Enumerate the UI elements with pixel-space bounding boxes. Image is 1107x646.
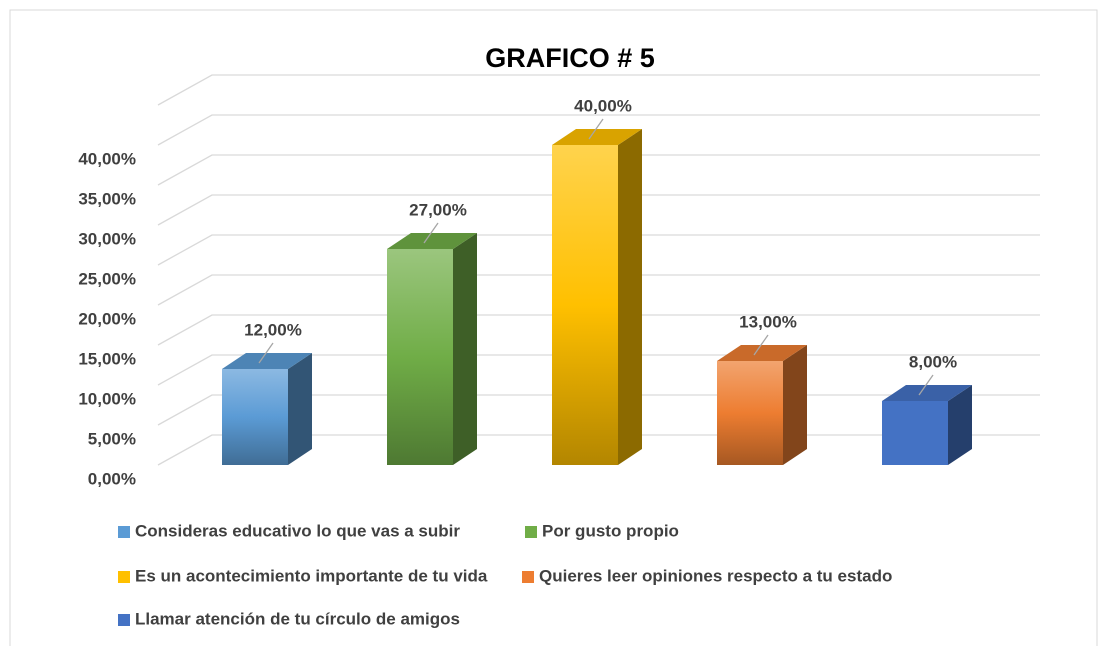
chart-title: GRAFICO # 5 [485, 43, 655, 73]
y-tick-label: 0,00% [88, 469, 136, 488]
legend-swatch [118, 614, 130, 626]
data-label: 12,00% [244, 320, 302, 339]
y-tick-label: 40,00% [78, 149, 136, 168]
y-tick-label: 5,00% [88, 429, 136, 448]
legend-label: Por gusto propio [542, 521, 679, 540]
legend-swatch [118, 571, 130, 583]
bar-side [948, 385, 972, 465]
y-tick-label: 25,00% [78, 269, 136, 288]
grid-line [157, 314, 1040, 346]
legend-swatch [525, 526, 537, 538]
grid-line [157, 154, 1040, 186]
bar [882, 401, 948, 465]
legend-label: Consideras educativo lo que vas a subir [135, 521, 460, 540]
bar-top [552, 129, 642, 145]
data-label: 8,00% [909, 352, 957, 371]
bar-top [717, 345, 807, 361]
y-tick-label: 30,00% [78, 229, 136, 248]
bar [222, 369, 288, 465]
label-leader [588, 118, 604, 140]
y-tick-label: 10,00% [78, 389, 136, 408]
label-leader [753, 334, 769, 356]
grid-line [157, 234, 1040, 266]
y-tick-label: 35,00% [78, 189, 136, 208]
bar-side [288, 353, 312, 465]
data-label: 27,00% [409, 200, 467, 219]
grid-line [157, 194, 1040, 226]
grid-line [157, 274, 1040, 306]
bar-side [453, 233, 477, 465]
bar-side [618, 129, 642, 465]
label-leader [423, 222, 439, 244]
bar-top [387, 233, 477, 249]
legend-label: Quieres leer opiniones respecto a tu est… [539, 566, 892, 585]
y-tick-label: 15,00% [78, 349, 136, 368]
bar-top [222, 353, 312, 369]
legend-label: Es un acontecimiento importante de tu vi… [135, 566, 488, 585]
data-label: 13,00% [739, 312, 797, 331]
grid-line [157, 114, 1040, 146]
bar-side [783, 345, 807, 465]
bar [552, 145, 618, 465]
label-leader [258, 342, 274, 364]
data-label: 40,00% [574, 96, 632, 115]
label-leader [918, 374, 934, 396]
grid-line [157, 74, 1040, 106]
legend-label: Llamar atención de tu círculo de amigos [135, 609, 460, 628]
y-tick-label: 20,00% [78, 309, 136, 328]
bar-top [882, 385, 972, 401]
legend-swatch [118, 526, 130, 538]
bar [387, 249, 453, 465]
legend-swatch [522, 571, 534, 583]
bar [717, 361, 783, 465]
